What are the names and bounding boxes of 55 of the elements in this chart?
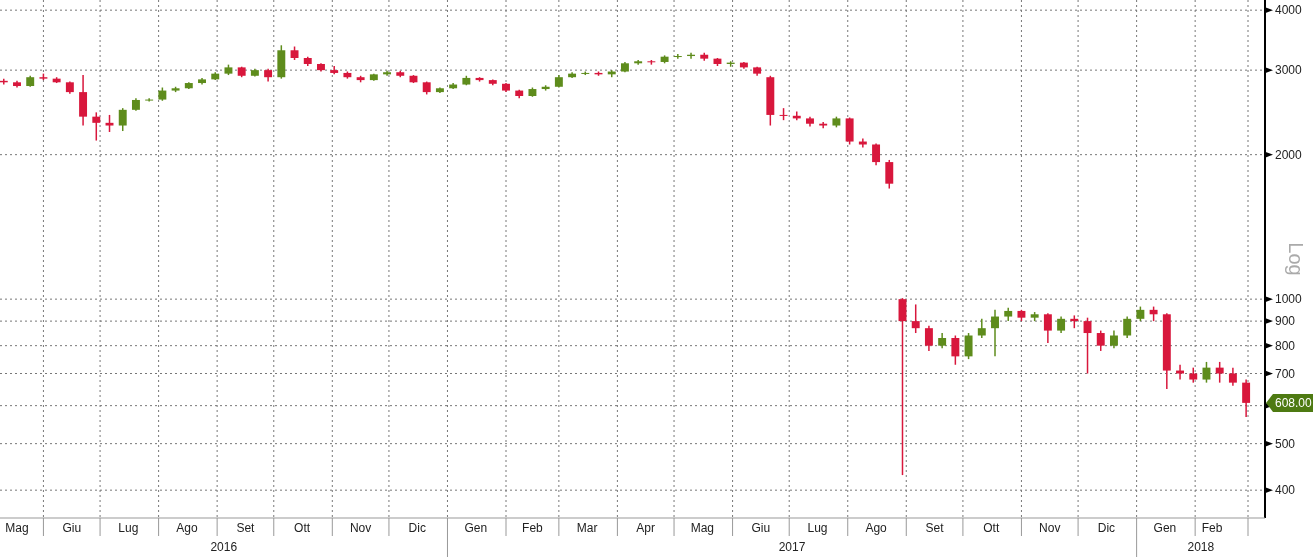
x-tick-label: Set [925, 521, 945, 535]
x-tick-label: Apr [636, 521, 656, 535]
x-tick-label: Dic [1097, 521, 1116, 535]
x-tick-label: Giu [751, 521, 771, 535]
y-tick-label: 1000 [1275, 292, 1303, 307]
y-tick-label: 800 [1275, 338, 1296, 353]
candlestick [673, 53, 682, 60]
candlestick [845, 116, 854, 146]
y-tick-label: 700 [1275, 366, 1296, 381]
x-tick-label: Ott [983, 521, 1000, 535]
candlestick [1043, 312, 1052, 344]
x-tick-label: Feb [522, 521, 544, 535]
candlestick [1215, 361, 1224, 384]
x-tick-label: Mag [690, 521, 715, 535]
x-tick-label: Mag [5, 521, 29, 535]
y-axis-title: Log [1285, 242, 1307, 276]
x-tick-label: Gen [464, 521, 488, 535]
x-tick-label: Ott [294, 521, 311, 535]
x-tick-label: Feb [1201, 521, 1223, 535]
candlestick [951, 334, 960, 366]
text: 2016 [210, 540, 238, 554]
x-tick-label: Giu [62, 521, 82, 535]
candlestick [118, 107, 127, 132]
y-tick-label: 900 [1275, 314, 1296, 329]
candlestick [1176, 364, 1184, 381]
candlestick [92, 111, 101, 142]
x-tick-label: Mar [576, 521, 598, 535]
y-tick-label: 500 [1275, 436, 1296, 451]
candlestick [145, 97, 154, 103]
y-tick-label: 2000 [1275, 147, 1303, 162]
candlestick [1123, 315, 1132, 339]
candlestick [885, 159, 894, 190]
x-tick-label: Ago [176, 521, 198, 535]
candlestick [964, 332, 973, 360]
candlestick [977, 318, 986, 339]
y-tick-label: 4000 [1275, 3, 1303, 18]
y-tick-label: 400 [1275, 483, 1296, 498]
x-tick-label: Ago [865, 521, 888, 535]
candlestick [1096, 329, 1105, 352]
candlestick [1242, 378, 1251, 418]
x-tick-label: Nov [349, 521, 372, 535]
x-tick-label: Lug [118, 521, 139, 535]
text: 2017 [778, 540, 806, 554]
x-tick-label: Lug [807, 521, 828, 535]
text: 2018 [1187, 540, 1215, 554]
y-tick-label: 3000 [1275, 63, 1303, 78]
candlestick [991, 309, 999, 358]
x-tick-label: Gen [1153, 521, 1177, 535]
x-tick-label: Nov [1039, 521, 1061, 535]
candlestick [1228, 366, 1237, 387]
candlestick [911, 303, 920, 334]
text: 608.00 [1275, 396, 1313, 411]
candlestick [924, 325, 933, 352]
x-tick-label: Dic [408, 521, 426, 535]
x-tick-label: Set [236, 521, 256, 535]
